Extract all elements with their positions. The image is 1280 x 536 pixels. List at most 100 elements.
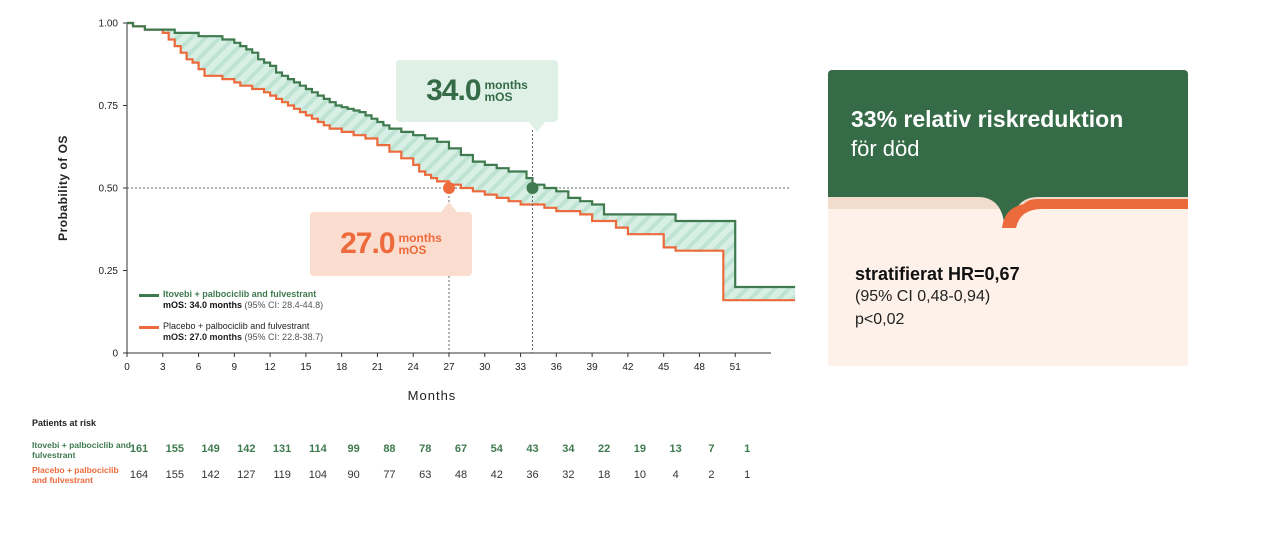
x-tick-label: 6 <box>196 362 202 373</box>
risk-value: 127 <box>237 469 256 481</box>
risk-value: 155 <box>165 469 184 481</box>
result-panel: 33% relativ riskreduktion för död strati… <box>828 70 1188 366</box>
risk-value: 119 <box>273 469 291 481</box>
risk-value: 164 <box>129 469 149 481</box>
risk-treatment-row: 161 155 149 142 131 114 99 88 78 67 54 43 34 22 19 13 7 1 <box>0 443 800 457</box>
risk-value: 88 <box>383 443 396 455</box>
risk-value: 67 <box>454 443 468 455</box>
y-axis-title: Probability of OS <box>56 135 70 241</box>
risk-value: 13 <box>669 443 682 455</box>
x-tick-label: 9 <box>232 362 238 373</box>
risk-value: 2 <box>708 469 715 481</box>
x-tick-label: 48 <box>694 362 706 373</box>
risk-value: 142 <box>201 469 220 481</box>
x-tick-label: 45 <box>658 362 670 373</box>
placebo-median-unit: months mOS <box>399 232 442 256</box>
panel-header <box>828 70 1188 197</box>
legend-placebo-swatch <box>139 326 159 329</box>
risk-placebo-row: 164 155 142 127 119 104 90 77 63 48 42 36 32 18 10 4 2 1 <box>0 469 800 483</box>
x-tick-label: 15 <box>300 362 312 373</box>
risk-value: 34 <box>562 443 575 455</box>
y-tick-label: 0.50 <box>99 184 119 195</box>
x-tick-label: 3 <box>160 362 166 373</box>
treatment-median-value: 34.0 <box>426 74 481 107</box>
risk-value: 63 <box>419 469 432 481</box>
panel-p-value: p<0,02 <box>855 311 905 328</box>
chart-axes: 00.250.500.751.000 3 6 9 12 15 18 21 24 27 30 33 36 3… <box>99 19 790 373</box>
legend-placebo: Placebo + palbociclib and fulvestrant mO… <box>163 321 323 343</box>
risk-value: 43 <box>526 443 539 455</box>
panel-subline: för död <box>851 136 920 161</box>
risk-value: 131 <box>272 443 292 455</box>
risk-value: 1 <box>744 469 751 481</box>
survival-curves <box>127 21 796 302</box>
risk-value: 149 <box>201 443 220 455</box>
risk-value: 1 <box>744 443 751 455</box>
x-tick-label: 21 <box>372 362 384 373</box>
treatment-median-callout: 34.0 months mOS <box>396 60 558 122</box>
risk-value: 48 <box>454 469 468 481</box>
x-tick-label: 39 <box>587 362 599 373</box>
risk-value: 142 <box>237 443 256 455</box>
risk-value: 78 <box>419 443 432 455</box>
y-tick-label: 0.25 <box>99 266 119 277</box>
risk-value: 90 <box>347 469 360 481</box>
treatment-curve <box>127 21 796 289</box>
legend-treatment-swatch <box>139 294 159 297</box>
risk-value: 36 <box>526 469 539 481</box>
x-tick-label: 33 <box>515 362 527 373</box>
risk-value: 161 <box>129 443 149 455</box>
risk-value: 77 <box>383 469 396 481</box>
risk-value: 114 <box>309 443 327 455</box>
y-tick-label: 0 <box>112 349 118 360</box>
x-tick-label: 30 <box>479 362 491 373</box>
panel-headline: 33% relativ riskreduktion <box>851 106 1124 132</box>
risk-value: 54 <box>490 443 503 455</box>
median-markers <box>443 130 539 353</box>
risk-value: 155 <box>165 443 184 455</box>
placebo-curve <box>127 21 796 302</box>
risk-value: 32 <box>562 469 575 481</box>
x-tick-label: 27 <box>443 362 455 373</box>
placebo-unit-bottom: mOS <box>398 243 427 257</box>
legend-treatment-ci: (95% CI: 28.4-44.8) <box>244 300 324 310</box>
treatment-callout-pointer <box>529 122 545 132</box>
risk-value: 18 <box>597 469 611 481</box>
placebo-median-callout: 27.0 months mOS <box>310 212 472 276</box>
risk-value: 4 <box>672 469 679 481</box>
legend-placebo-ci: (95% CI: 22.8-38.7) <box>244 332 324 342</box>
risk-value: 22 <box>597 443 611 455</box>
treatment-median-unit: months mOS <box>485 79 528 103</box>
risk-value: 42 <box>490 469 503 481</box>
placebo-median-point <box>443 182 455 194</box>
placebo-unit-top: months <box>398 231 442 245</box>
legend-treatment-name: Itovebi + palbociclib and fulvestrant <box>163 289 317 299</box>
risk-value: 10 <box>633 469 646 481</box>
panel-divider <box>828 192 1188 228</box>
treatment-unit-top: months <box>484 78 528 92</box>
panel-confidence-interval: (95% CI 0,48-0,94) <box>855 288 991 305</box>
placebo-median-value: 27.0 <box>340 227 395 260</box>
x-tick-label: 24 <box>408 362 420 373</box>
risk-treatment-label: Itovebi + palbociclib and fulvestrant <box>32 440 131 460</box>
placebo-callout-pointer <box>441 202 457 212</box>
x-tick-label: 0 <box>124 362 130 373</box>
risk-value: 104 <box>308 469 328 481</box>
panel-hazard-ratio: stratifierat HR=0,67 <box>855 264 1020 284</box>
risk-value: 7 <box>708 443 715 455</box>
y-tick-label: 1.00 <box>99 19 119 30</box>
risk-placebo-label: Placebo + palbociclib and fulvestrant <box>32 465 119 485</box>
risk-value: 99 <box>347 443 360 455</box>
x-tick-label: 18 <box>336 362 348 373</box>
legend-treatment: Itovebi + palbociclib and fulvestrant mO… <box>163 289 323 311</box>
risk-value: 19 <box>633 443 646 455</box>
x-tick-label: 51 <box>730 362 742 373</box>
x-tick-label: 42 <box>622 362 634 373</box>
legend-placebo-mos: mOS: 27.0 months <box>163 332 243 342</box>
km-chart: 00.250.500.751.000 3 6 9 12 15 18 21 24 27 30 33 36 3… <box>56 19 796 403</box>
treatment-unit-bottom: mOS <box>484 90 513 104</box>
y-tick-label: 0.75 <box>99 101 119 112</box>
x-tick-label: 12 <box>265 362 277 373</box>
x-axis-title: Months <box>408 388 457 403</box>
legend-placebo-name: Placebo + palbociclib and fulvestrant <box>163 321 310 331</box>
